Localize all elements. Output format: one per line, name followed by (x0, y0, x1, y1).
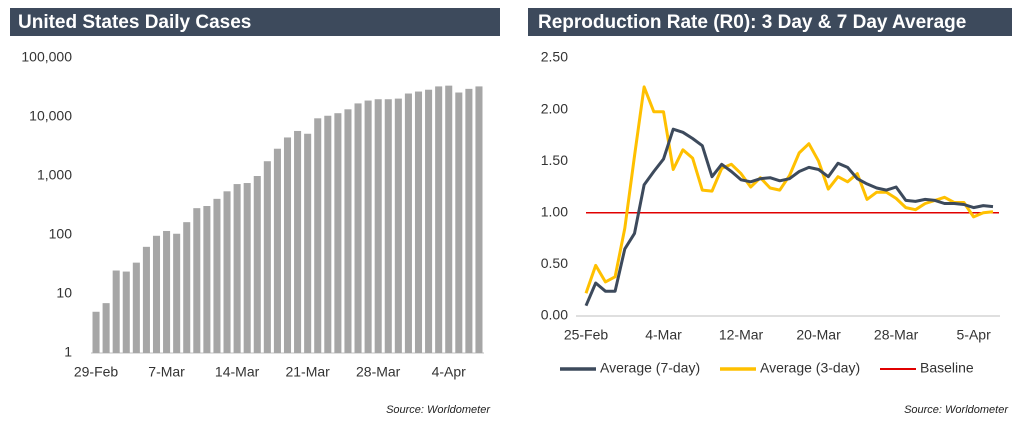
x-tick-label: 5-Apr (957, 327, 992, 343)
bar (425, 89, 433, 354)
y-tick-label: 0.50 (541, 255, 568, 271)
bar (253, 176, 261, 353)
bar (163, 230, 171, 353)
x-tick-label: 29-Feb (74, 364, 119, 380)
bar (213, 198, 221, 353)
chart-title: United States Daily Cases (18, 12, 251, 33)
bar (273, 148, 281, 353)
bar (394, 98, 402, 353)
source: Source: Worldometer (904, 404, 1009, 416)
line-series (584, 127, 994, 307)
bar (233, 184, 241, 353)
bar (344, 109, 352, 354)
bar (203, 206, 211, 353)
y-tick-label: 10,000 (29, 108, 72, 124)
title-bar (10, 8, 500, 36)
bar (354, 103, 362, 354)
bar (324, 115, 332, 353)
line-series (584, 85, 994, 294)
legend-label: Average (3-day) (760, 360, 860, 376)
bar (455, 92, 463, 353)
bar (374, 99, 382, 353)
bar (414, 91, 423, 354)
bar (334, 113, 342, 353)
bar (263, 161, 271, 353)
y-tick-label: 1,000 (37, 167, 72, 183)
y-tick-label: 100 (49, 226, 73, 242)
bar (122, 271, 130, 353)
y-tick-label: 100,000 (21, 49, 72, 65)
title-bar (528, 8, 1012, 36)
bar (183, 222, 191, 353)
bar (364, 100, 372, 354)
bar (304, 133, 312, 353)
bar (294, 130, 302, 353)
y-tick-label: 2.50 (541, 49, 568, 65)
bar (173, 233, 181, 353)
x-tick-label: 20-Mar (796, 327, 841, 343)
x-tick-label: 14-Mar (215, 364, 260, 380)
bar (132, 262, 140, 353)
bar (384, 99, 392, 353)
legend-label: Baseline (920, 360, 974, 376)
x-tick-label: 4-Apr (432, 364, 467, 380)
bar (445, 85, 453, 353)
x-tick-label: 25-Feb (564, 327, 609, 343)
y-tick-label: 1.00 (541, 204, 568, 220)
bar (475, 86, 483, 353)
x-tick-label: 21-Mar (285, 364, 330, 380)
x-tick-label: 7-Mar (148, 364, 185, 380)
bar (465, 88, 473, 353)
y-tick-label: 0.00 (541, 307, 568, 323)
x-tick-label: 4-Mar (645, 327, 682, 343)
y-tick-label: 2.00 (541, 100, 568, 116)
bar (112, 270, 120, 353)
x-tick-label: 28-Mar (874, 327, 919, 343)
bar (152, 235, 161, 353)
bar (223, 191, 231, 353)
chart-title: Reproduction Rate (R0): 3 Day & 7 Day Av… (538, 12, 966, 33)
bar (435, 86, 443, 353)
source: Source: Worldometer (386, 404, 491, 416)
y-tick-label: 1 (64, 344, 72, 360)
x-tick-label: 28-Mar (356, 364, 401, 380)
bar (142, 246, 150, 353)
y-tick-label: 1.50 (541, 152, 568, 168)
legend-label: Average (7-day) (600, 360, 700, 376)
bar (314, 118, 322, 354)
bar (404, 93, 412, 353)
y-tick-label: 10 (56, 285, 72, 301)
bar (92, 311, 100, 353)
bar (283, 137, 292, 353)
bar (193, 208, 201, 353)
bar (243, 183, 251, 353)
x-tick-label: 12-Mar (719, 327, 764, 343)
bar (102, 303, 110, 353)
